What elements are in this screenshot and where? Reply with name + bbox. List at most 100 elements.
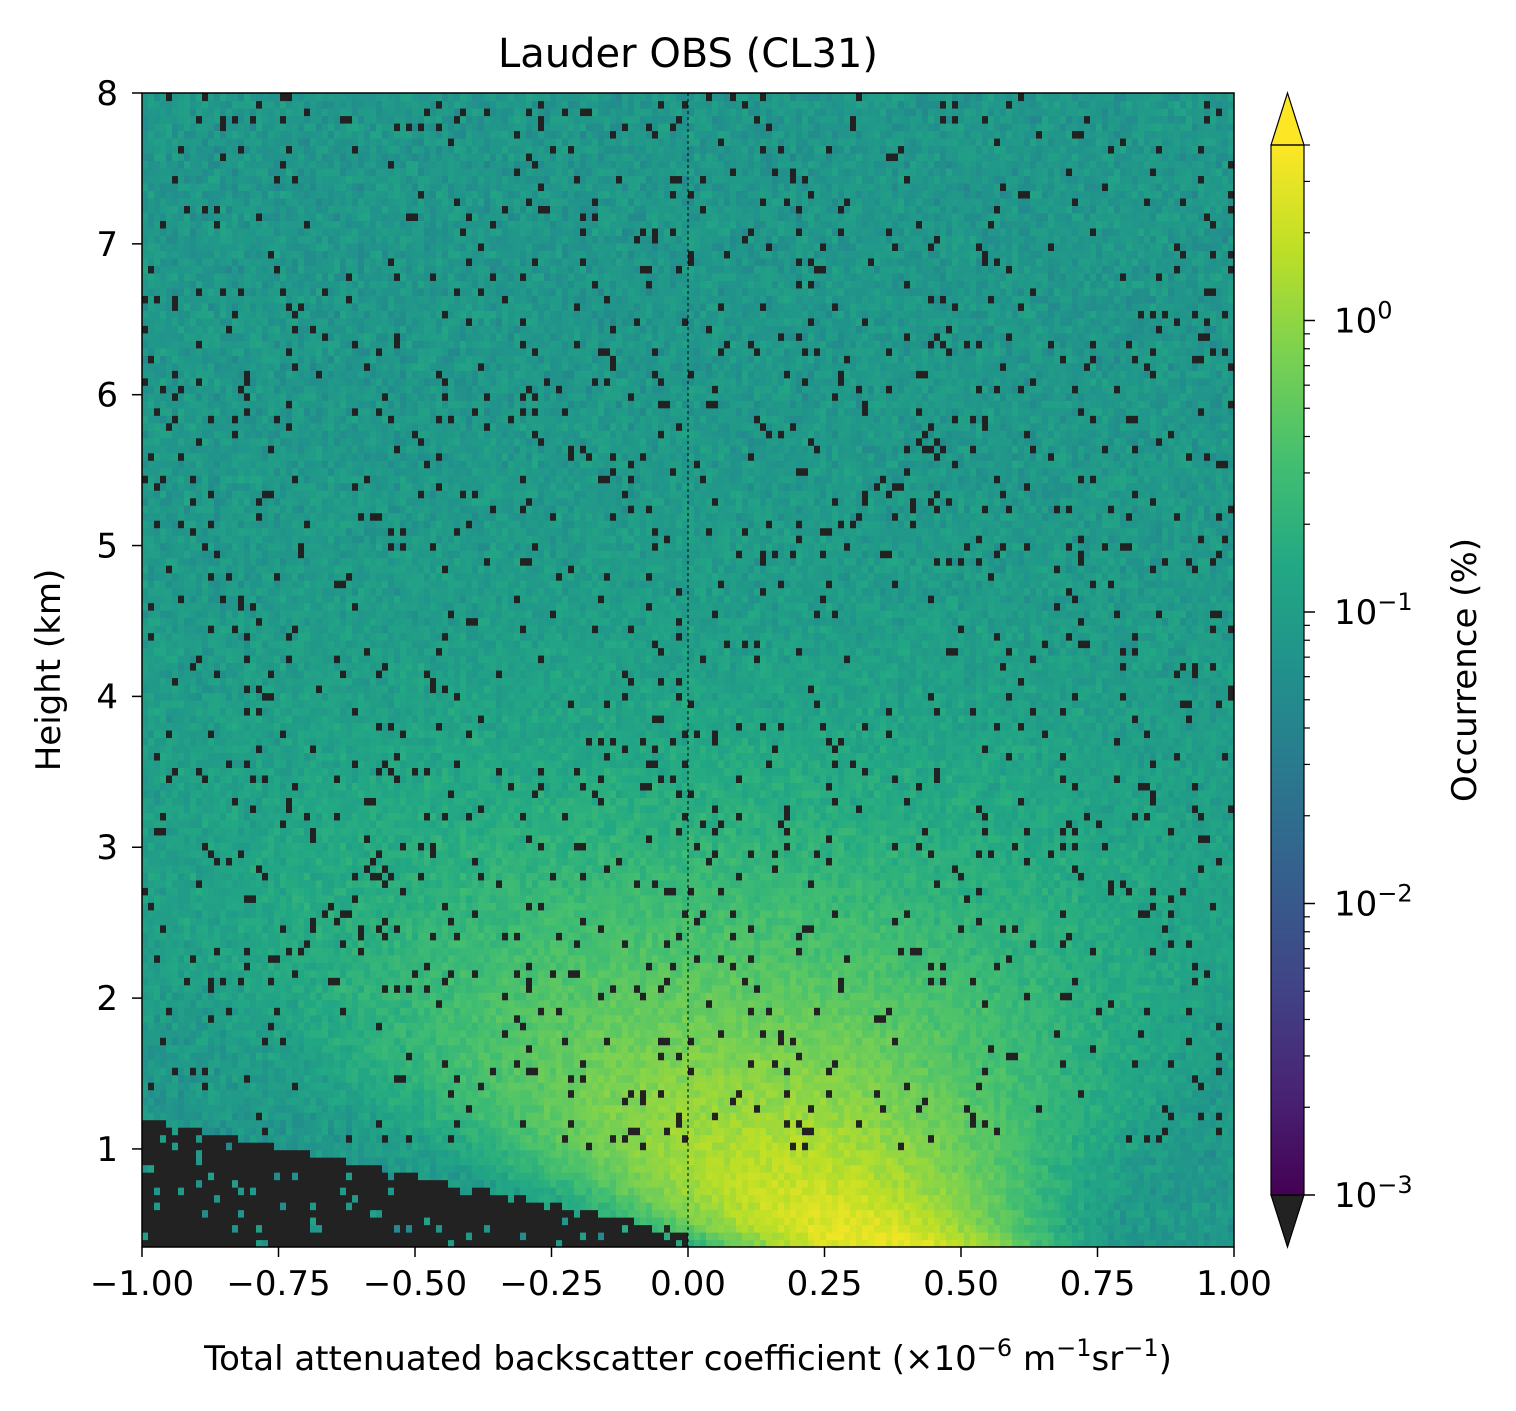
heatmap-cell [874,1157,881,1165]
heatmap-cell [508,1112,515,1120]
heatmap-cell [256,1112,263,1120]
heatmap-cell [1210,1112,1217,1120]
heatmap-cell [1186,1172,1193,1180]
heatmap-cell [736,1165,743,1173]
heatmap-cell [142,1157,149,1165]
heatmap-cell [736,1090,743,1098]
heatmap-cell [1018,1232,1025,1240]
heatmap-cell [922,1232,929,1240]
heatmap-cell [598,1097,605,1105]
heatmap-cell [574,1195,581,1203]
heatmap-cell [550,1172,557,1180]
heatmap-cell [610,1090,617,1098]
heatmap-cell [400,1142,407,1150]
heatmap-cell [406,1172,413,1180]
heatmap-cell [1108,1232,1115,1240]
heatmap-cell [208,1142,215,1150]
heatmap-cell [556,1037,563,1045]
heatmap-cell [226,1210,233,1218]
heatmap-cell [838,1180,845,1188]
heatmap-cell [910,1045,917,1053]
heatmap-cell [316,1075,323,1083]
heatmap-cell [976,1187,983,1195]
heatmap-cell [1018,1135,1025,1143]
heatmap-cell [148,1165,155,1173]
heatmap-cell [376,1097,383,1105]
heatmap-cell [1084,1180,1091,1188]
heatmap-cell [370,1217,377,1225]
heatmap-cell [1048,1120,1055,1128]
heatmap-cell [1036,1097,1043,1105]
heatmap-cell [1192,1187,1199,1195]
heatmap-cell [550,1112,557,1120]
heatmap-cell [1168,1082,1175,1090]
heatmap-cell [346,1120,353,1128]
heatmap-cell [742,1150,749,1158]
heatmap-cell [910,1120,917,1128]
heatmap-cell [1210,1105,1217,1113]
heatmap-cell [868,1225,875,1233]
heatmap-cell [280,1082,287,1090]
heatmap-cell [1096,1202,1103,1210]
heatmap-cell [628,1052,635,1060]
heatmap-cell [748,1105,755,1113]
heatmap-cell [1072,1120,1079,1128]
heatmap-cell [418,1082,425,1090]
heatmap-cell [298,1052,305,1060]
heatmap-cell [1198,1225,1205,1233]
heatmap-cell [322,1045,329,1053]
heatmap-cell [394,1112,401,1120]
heatmap-cell [592,1217,599,1225]
heatmap-cell [1102,1112,1109,1120]
heatmap-cell [724,1097,731,1105]
heatmap-cell [310,1105,317,1113]
heatmap-cell [1150,1082,1157,1090]
heatmap-cell [1036,1172,1043,1180]
heatmap-cell [196,1150,203,1158]
heatmap-cell [1180,1127,1187,1135]
heatmap-cell [850,1067,857,1075]
heatmap-cell [1210,1172,1217,1180]
heatmap-cell [586,1195,593,1203]
heatmap-cell [154,1225,161,1233]
heatmap-cell [250,1187,257,1195]
heatmap-cell [1150,1045,1157,1053]
heatmap-cell [916,1082,923,1090]
heatmap-cell [700,1165,707,1173]
heatmap-cell [370,1210,377,1218]
heatmap-cell [232,1142,239,1150]
heatmap-cell [850,1172,857,1180]
heatmap-cell [952,1097,959,1105]
heatmap-cell [154,1195,161,1203]
heatmap-cell [448,1157,455,1165]
heatmap-cell [994,1127,1001,1135]
heatmap-cell [604,1045,611,1053]
heatmap-cell [208,1165,215,1173]
heatmap-cell [988,1060,995,1068]
heatmap-cell [526,1142,533,1150]
heatmap-cell [190,1135,197,1143]
heatmap-cell [244,1150,251,1158]
heatmap-cell [850,1112,857,1120]
heatmap-cell [826,1082,833,1090]
heatmap-cell [658,1232,665,1240]
heatmap-cell [466,1135,473,1143]
heatmap-cell [220,1120,227,1128]
heatmap-cell [592,1120,599,1128]
heatmap-cell [544,1217,551,1225]
heatmap-cell [1150,1225,1157,1233]
heatmap-cell [838,1165,845,1173]
heatmap-cell [1024,1082,1031,1090]
heatmap-cell [328,1127,335,1135]
heatmap-cell [226,1082,233,1090]
heatmap-cell [268,1150,275,1158]
heatmap-cell [736,1172,743,1180]
heatmap-cell [304,1090,311,1098]
heatmap-cell [406,1135,413,1143]
heatmap-cell [1060,1045,1067,1053]
heatmap-cell [646,1090,653,1098]
heatmap-cell [292,1052,299,1060]
heatmap-cell [1060,1067,1067,1075]
heatmap-cell [400,1097,407,1105]
heatmap-cell [880,1075,887,1083]
